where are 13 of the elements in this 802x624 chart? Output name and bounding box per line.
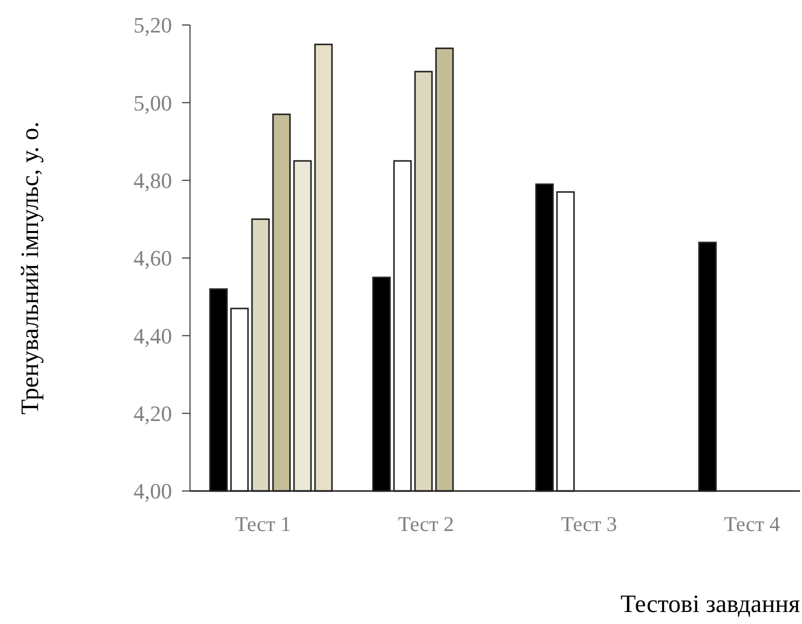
y-axis-title: Тренувальний імпульс, у. о. [17, 121, 44, 415]
x-axis-title: Тестові завдання [620, 591, 800, 618]
y-tick-label: 4,60 [134, 246, 172, 271]
x-tick-label: Тест 2 [398, 512, 454, 536]
y-tick-label: 4,40 [134, 323, 172, 348]
x-tick-label: Тест 4 [724, 512, 781, 536]
y-tick-label: 5,00 [134, 90, 172, 116]
y-tick-label: 4,20 [134, 401, 172, 426]
y-tick-label: 5,20 [134, 12, 172, 38]
y-tick-label: 4,00 [134, 478, 172, 504]
x-tick-label: Тест 1 [234, 512, 292, 536]
y-tick-label: 4,80 [134, 168, 172, 194]
x-tick-label: Тест 3 [560, 512, 618, 536]
